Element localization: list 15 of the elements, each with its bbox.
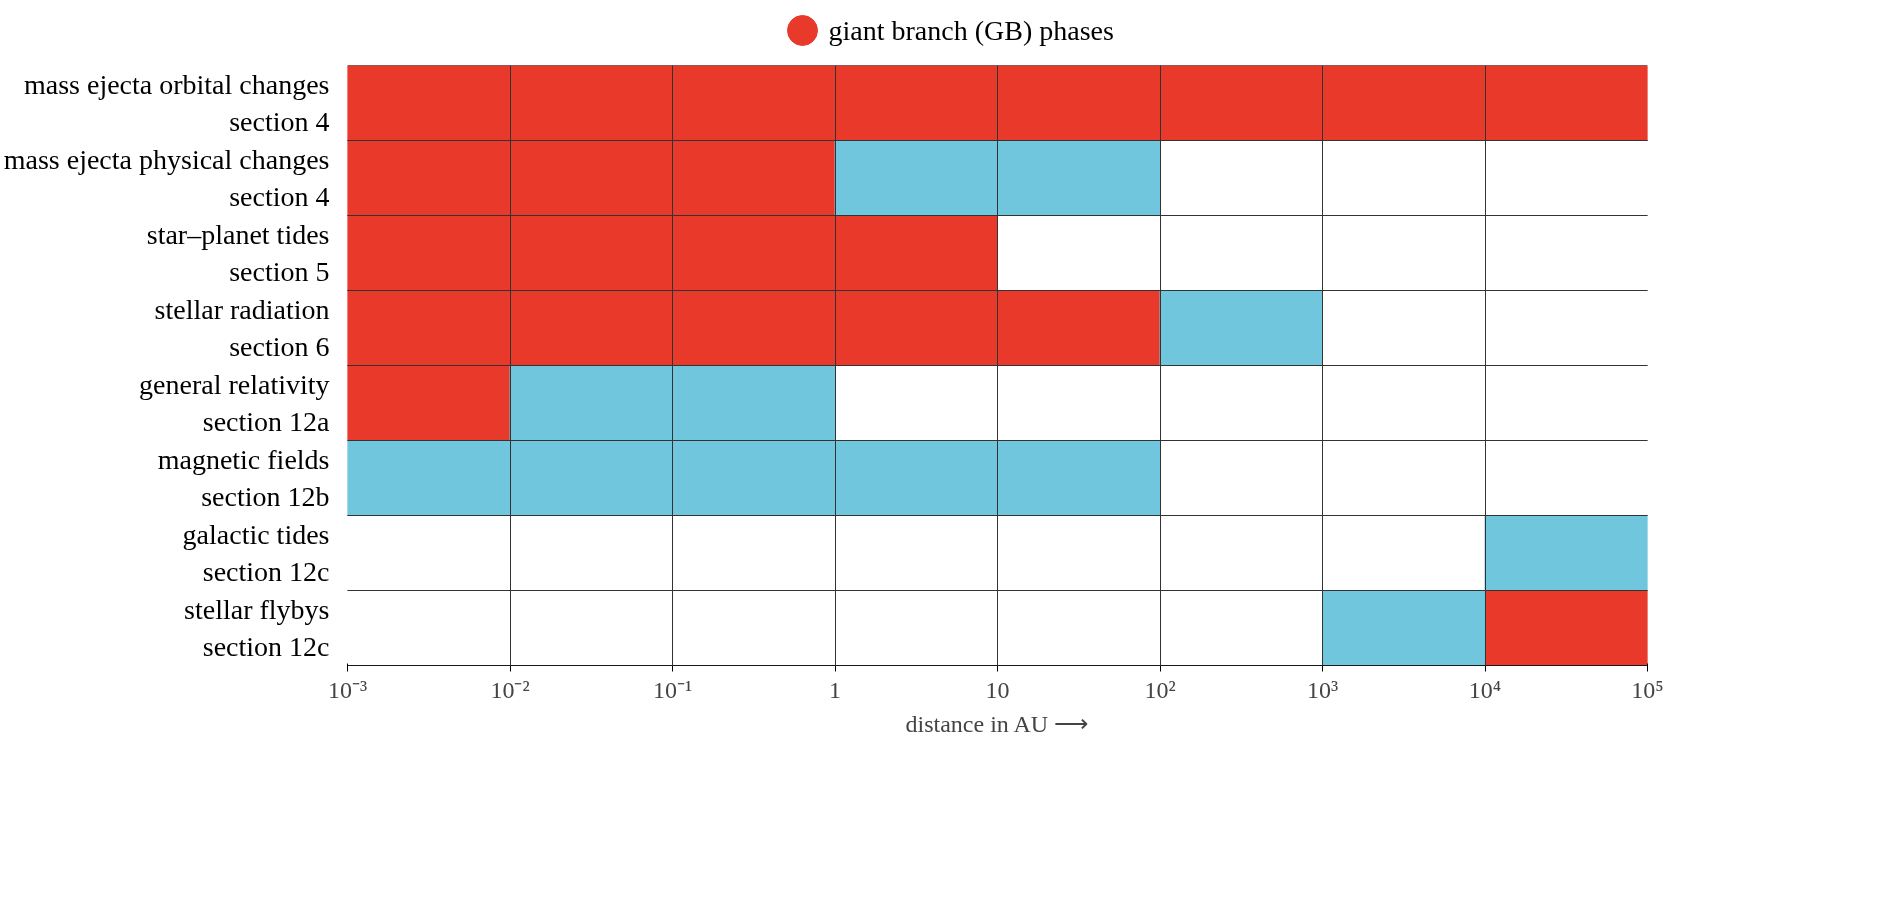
x-tick-label: 1 [829, 676, 841, 703]
x-tick-label: 10⁻¹ [652, 676, 693, 703]
x-tick-label: 10 [985, 676, 1010, 703]
x-tick-label: 10³ [1306, 676, 1339, 703]
x-tick-label: 10⁵ [1631, 676, 1664, 703]
y-tick-label: stellar flybys section 12c [184, 593, 330, 663]
legend-label: giant branch (GB) phases [828, 15, 1114, 46]
bar [1159, 290, 1323, 366]
x-axis-title: distance in AU ⟶ [905, 710, 1089, 737]
x-tick-label: 10⁴ [1468, 676, 1502, 703]
x-tick-label: 10⁻² [490, 676, 530, 703]
bar [834, 140, 1161, 216]
x-tick-label: 10² [1144, 676, 1176, 703]
x-tick-label: 10⁻³ [327, 676, 368, 703]
bar [1484, 590, 1648, 666]
